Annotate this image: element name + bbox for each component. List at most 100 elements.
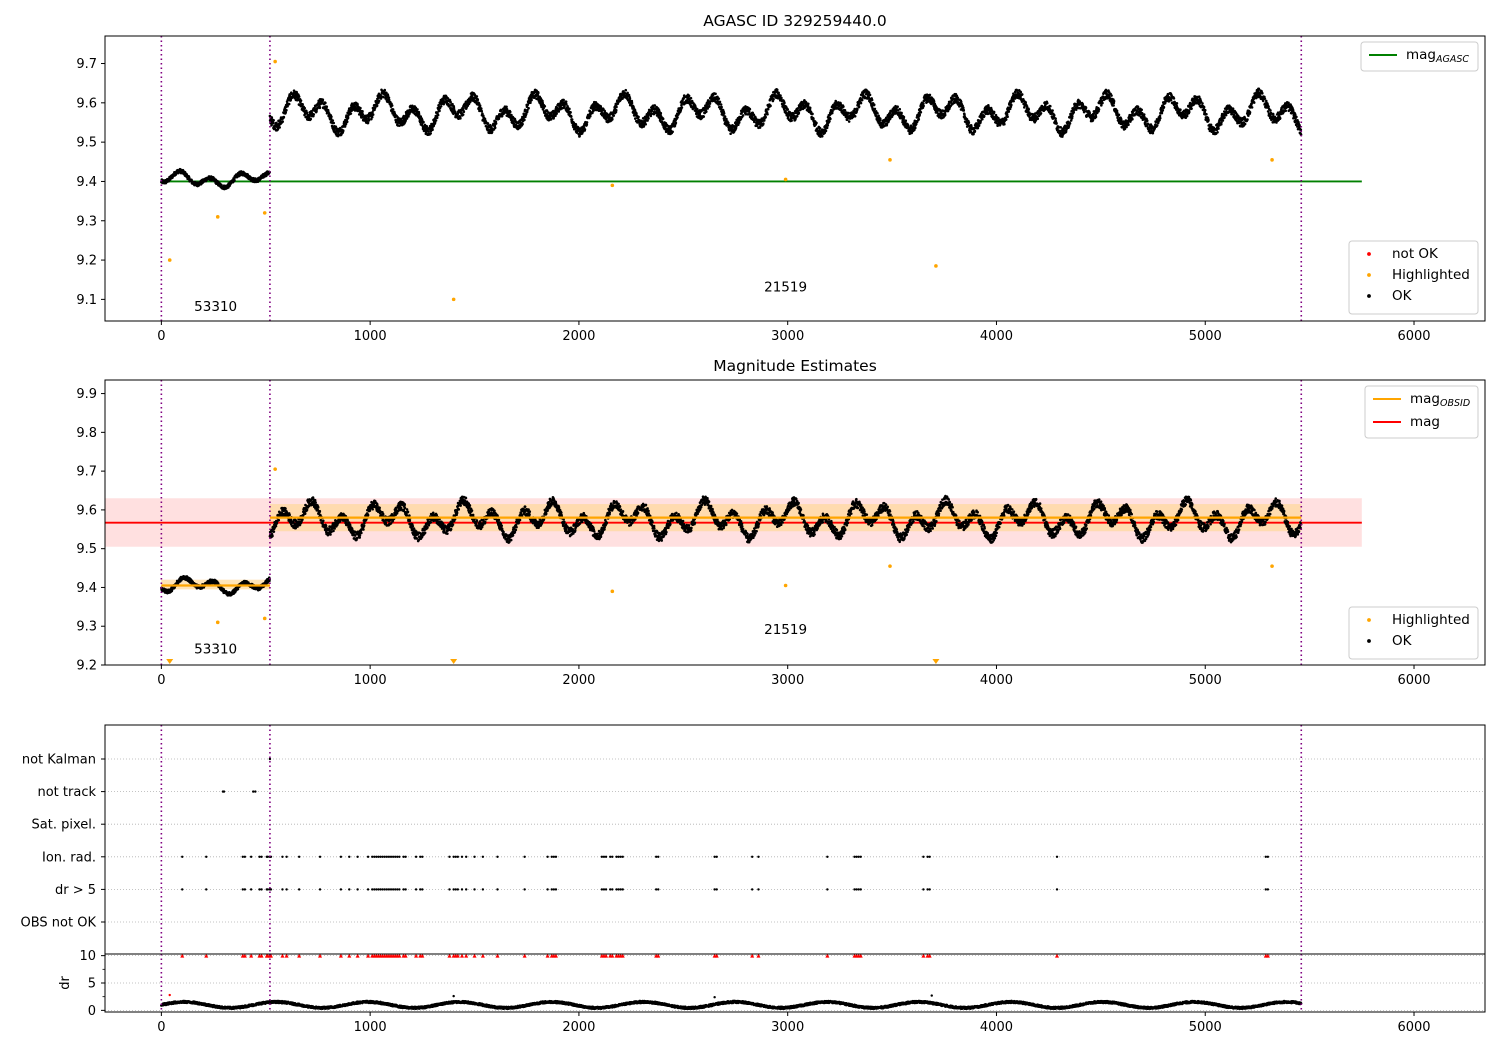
ok-point	[900, 111, 903, 115]
ok-point	[1117, 113, 1121, 117]
ok-point	[1012, 99, 1015, 103]
highlighted-point	[610, 183, 615, 188]
ok-point	[1006, 115, 1009, 118]
ok-point	[981, 117, 984, 121]
ok-point	[720, 105, 723, 109]
ok-point	[914, 122, 918, 126]
ok-point	[1261, 91, 1264, 95]
ok-point	[359, 106, 362, 110]
ok-point	[786, 108, 789, 111]
ok-point	[349, 112, 353, 115]
ok-point	[427, 130, 430, 133]
ok-point	[383, 88, 387, 92]
ok-point	[1190, 107, 1193, 110]
ok-point	[626, 91, 629, 95]
ok-point	[748, 107, 752, 111]
ok-point	[1161, 108, 1165, 112]
ok-point	[635, 112, 638, 115]
ok-point	[1158, 116, 1162, 120]
ok-point	[1263, 97, 1267, 100]
ok-point	[769, 104, 772, 108]
ok-point	[628, 97, 632, 100]
ok-point	[1202, 105, 1206, 109]
ok-point	[436, 113, 440, 117]
ok-point	[870, 98, 874, 102]
ok-point	[366, 121, 370, 125]
ok-point	[390, 104, 394, 107]
ok-point	[717, 97, 721, 100]
ok-point	[429, 132, 432, 135]
ok-point	[820, 135, 824, 138]
ok-point	[1051, 109, 1054, 112]
ok-point	[1052, 113, 1056, 117]
ok-point	[644, 122, 648, 126]
ok-point	[962, 109, 966, 112]
ok-point	[674, 121, 678, 125]
highlighted-point	[215, 215, 220, 219]
ok-point	[847, 111, 851, 115]
ok-point	[371, 113, 375, 116]
ok-point	[1054, 117, 1057, 121]
ok-point	[422, 120, 425, 124]
highlighted-point	[262, 211, 267, 215]
ok-point	[1201, 102, 1204, 105]
ok-point	[825, 126, 829, 130]
ok-point	[1007, 110, 1011, 113]
panel1-title: AGASC ID 329259440.0	[703, 12, 887, 30]
ok-point	[722, 112, 726, 115]
legend-label: Highlighted	[1392, 267, 1470, 283]
ok-point	[1267, 105, 1270, 108]
ok-point	[1284, 109, 1288, 113]
ok-point	[309, 117, 313, 121]
ok-point	[1127, 123, 1130, 127]
ok-point	[1243, 122, 1247, 126]
ok-point	[475, 95, 479, 98]
ok-point	[479, 107, 483, 110]
ok-point	[857, 105, 861, 108]
ok-point	[318, 106, 322, 110]
ok-point	[1179, 108, 1182, 112]
ok-point	[341, 129, 345, 132]
ok-point	[708, 102, 712, 105]
ok-point	[1246, 118, 1249, 121]
ok-point	[727, 121, 730, 125]
ok-point	[1020, 93, 1024, 96]
ok-point	[321, 98, 325, 102]
ok-point	[1162, 105, 1166, 109]
ok-point	[928, 93, 932, 97]
ok-point	[1068, 122, 1072, 125]
ok-point	[435, 116, 439, 120]
ok-point	[1055, 122, 1058, 125]
ok-point	[737, 121, 741, 124]
ok-point	[1248, 110, 1252, 114]
ok-point	[725, 117, 728, 121]
ok-point	[992, 110, 996, 114]
y-tick-label: 9.3	[76, 214, 97, 229]
ok-point	[795, 114, 799, 118]
ok-point	[569, 110, 572, 114]
ok-point	[583, 128, 587, 131]
ok-point	[853, 115, 857, 118]
highlighted-point	[167, 258, 172, 262]
ok-point	[461, 113, 465, 116]
ok-point	[859, 101, 863, 105]
ok-point	[902, 115, 906, 119]
ok-point	[346, 116, 350, 120]
ok-point	[847, 120, 851, 123]
highlighted-point	[451, 297, 456, 302]
ok-point	[585, 121, 589, 124]
ok-point	[1216, 130, 1219, 134]
ok-point	[780, 96, 783, 100]
ok-point	[815, 121, 818, 125]
ok-point	[647, 117, 650, 120]
ok-point	[868, 93, 872, 97]
ok-point	[624, 88, 628, 92]
ok-point	[537, 91, 540, 95]
ok-point	[1048, 104, 1052, 108]
ok-point	[431, 128, 434, 132]
ok-point	[1187, 110, 1191, 114]
ok-point	[783, 101, 786, 105]
ok-point	[1203, 108, 1207, 112]
